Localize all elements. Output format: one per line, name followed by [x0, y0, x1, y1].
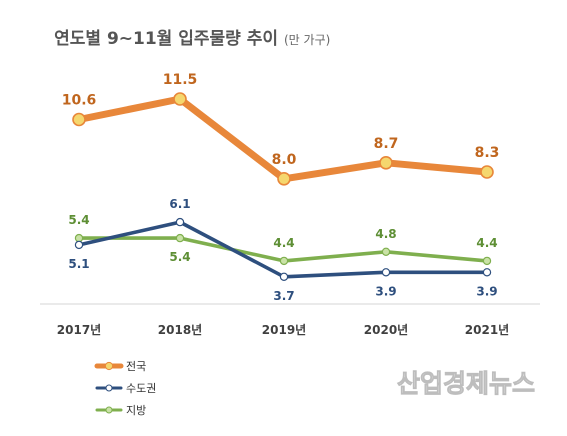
- legend-swatch-marker: [105, 406, 113, 414]
- data-label: 5.4: [169, 250, 190, 264]
- data-point: [482, 256, 492, 266]
- legend-label: 지방: [126, 404, 146, 417]
- x-tick-label: 2018년: [158, 323, 202, 337]
- data-label: 8.3: [475, 145, 500, 161]
- x-tick-label: 2019년: [262, 323, 306, 337]
- data-point: [279, 256, 289, 266]
- data-point: [480, 165, 494, 179]
- data-label: 4.4: [476, 236, 497, 250]
- x-tick-label: 2020년: [364, 323, 408, 337]
- data-point: [379, 156, 393, 170]
- data-point: [381, 247, 391, 256]
- legend-swatch-marker: [105, 384, 113, 392]
- data-point: [482, 268, 492, 277]
- data-label: 6.1: [169, 197, 190, 211]
- data-point: [279, 272, 289, 281]
- legend-label: 수도권: [126, 382, 156, 395]
- data-label: 8.7: [374, 136, 399, 152]
- x-tick-label: 2017년: [57, 323, 101, 337]
- data-label: 3.9: [476, 284, 497, 298]
- data-label: 11.5: [163, 72, 198, 88]
- data-point: [277, 172, 291, 186]
- data-label: 4.8: [375, 227, 396, 241]
- data-label: 8.0: [272, 152, 297, 168]
- data-label: 3.9: [375, 284, 396, 298]
- data-label: 5.1: [68, 257, 89, 271]
- data-point: [175, 217, 185, 227]
- watermark: 산업경제뉴스: [397, 369, 535, 398]
- legend-swatch-marker: [104, 361, 114, 371]
- data-label: 5.4: [68, 213, 89, 227]
- data-point: [74, 233, 84, 243]
- x-tick-label: 2021년: [465, 323, 509, 337]
- data-point: [74, 240, 84, 250]
- data-point: [72, 112, 86, 127]
- data-label: 4.4: [273, 236, 294, 250]
- chart-title: 연도별 9~11월 입주물량 추이: [54, 29, 278, 49]
- data-label: 3.7: [273, 289, 294, 303]
- data-label: 10.6: [62, 93, 97, 109]
- data-point: [173, 92, 187, 106]
- data-point: [381, 268, 391, 277]
- data-point: [175, 233, 185, 243]
- plot-area: 2017년 2018년 2019년 2020년 2021년 10.6 11.5 8.0 8.7 8…: [57, 72, 509, 337]
- chart-subtitle: (만 가구): [284, 33, 330, 47]
- legend-label: 전국: [126, 360, 146, 373]
